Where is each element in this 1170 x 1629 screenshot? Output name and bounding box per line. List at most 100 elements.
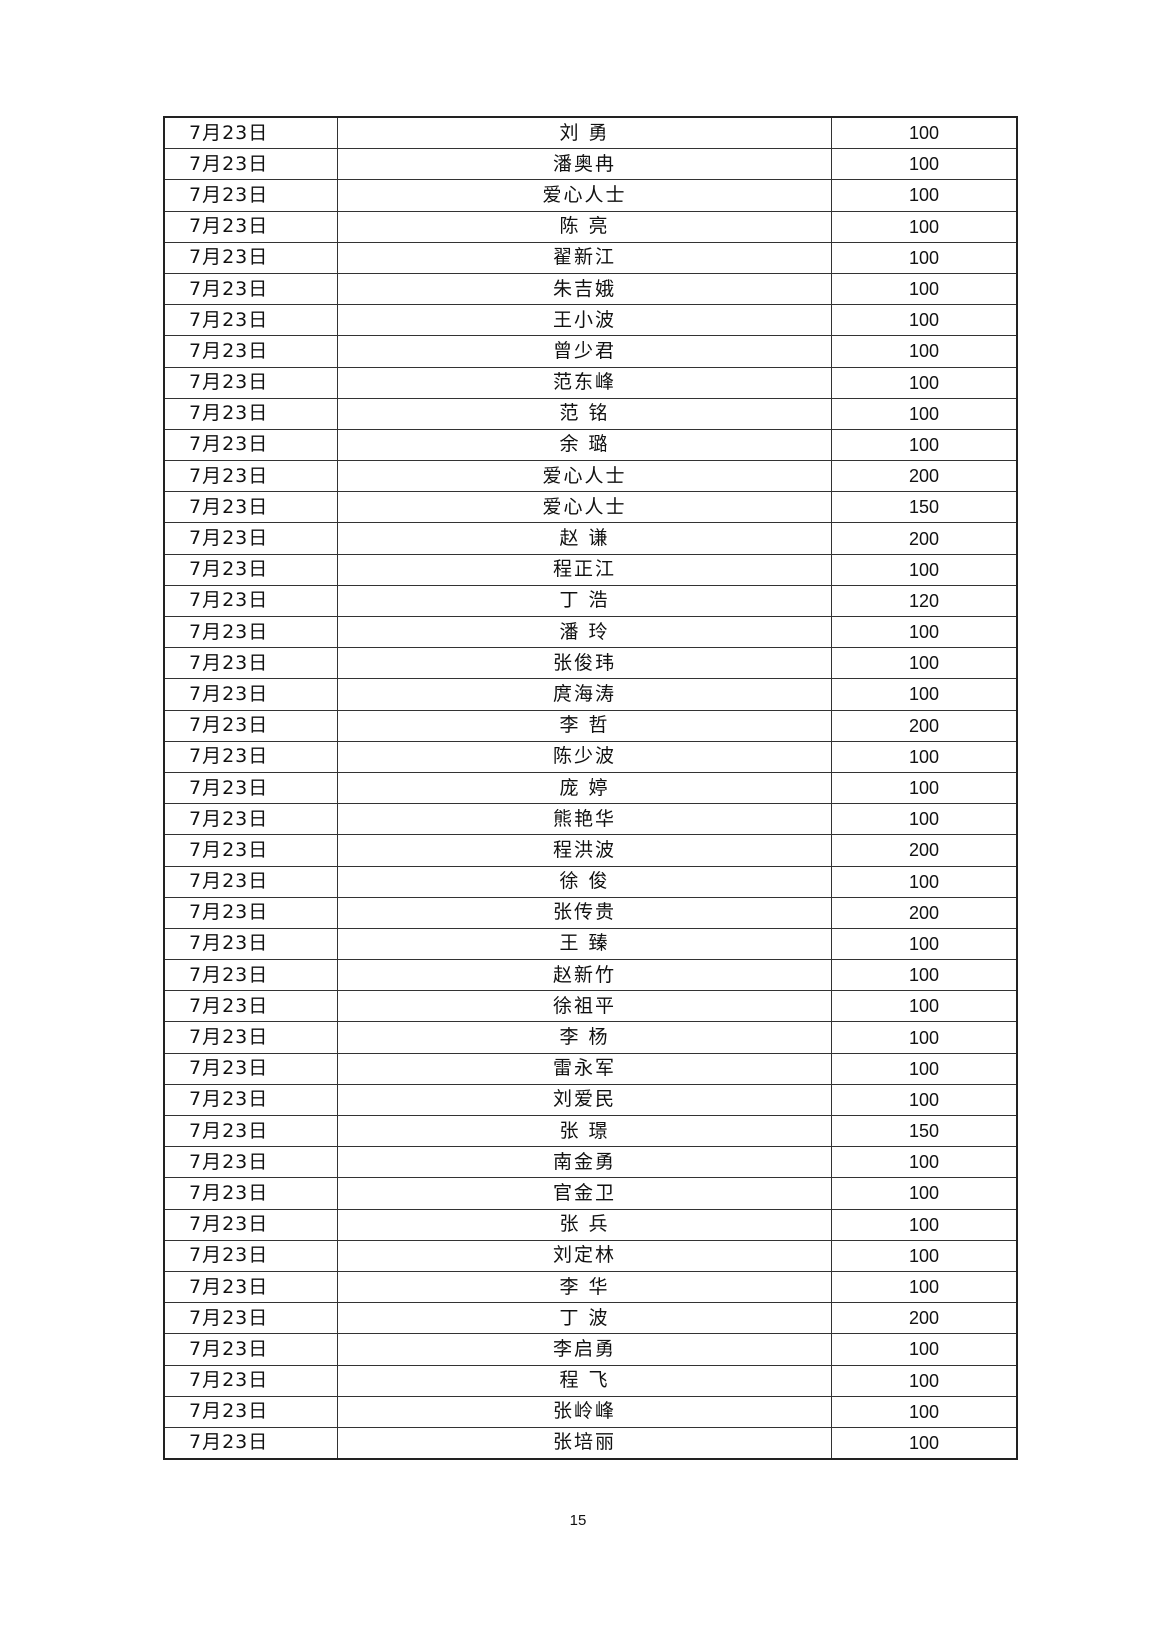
amount-cell: 200 [831, 834, 1018, 867]
amount-cell: 100 [831, 1146, 1018, 1179]
donation-table: 7月23日刘 勇 100 7月23日 潘奥冉 100 7月23日 爱心人士 100 7月23日陈… [163, 116, 1018, 1461]
table-row: 7月23日陈 亮 100 [163, 210, 1018, 243]
name-cell: 庞 婷 [337, 771, 832, 805]
table-row: 7月23日 赵新竹 100 [163, 959, 1018, 992]
name-cell: 赵 谦 [337, 522, 832, 555]
date-cell: 7月23日 [163, 1083, 338, 1117]
date-cell: 7月23日 [163, 990, 338, 1023]
table-row: 7月23日张 璟 150 [163, 1114, 1018, 1148]
date-cell: 7月23日 [163, 1239, 338, 1272]
amount-cell: 100 [831, 1208, 1018, 1241]
table-row: 7月23日 徐祖平 100 [163, 990, 1018, 1023]
name-cell: 余 璐 [337, 428, 832, 462]
date-cell: 7月23日 [163, 615, 338, 649]
date-cell: 7月23日 [163, 1270, 338, 1304]
date-cell: 7月23日 [163, 210, 338, 243]
name-cell: 爱心人士 [337, 460, 832, 493]
name-cell: 陈 亮 [337, 210, 832, 243]
date-cell: 7月23日 [163, 522, 338, 555]
amount-cell: 200 [831, 709, 1018, 742]
name-cell: 张俊玮 [337, 647, 832, 680]
amount-cell: 100 [831, 397, 1018, 430]
name-cell: 李启勇 [337, 1333, 832, 1366]
table-row: 7月23日 雷永军 100 [163, 1052, 1018, 1085]
amount-cell: 100 [831, 241, 1018, 274]
amount-cell: 100 [831, 647, 1018, 680]
table-row: 7月23日 刘爱民 100 [163, 1083, 1018, 1117]
name-cell: 朱吉娥 [337, 272, 832, 306]
name-cell: 张岭峰 [337, 1395, 832, 1428]
name-cell: 范东峰 [337, 366, 832, 399]
name-cell: 王小波 [337, 304, 832, 337]
table-row: 7月23日李 华 100 [163, 1270, 1018, 1304]
amount-cell: 100 [831, 148, 1018, 181]
table-row: 7月23日李 哲 200 [163, 709, 1018, 742]
date-cell: 7月23日 [163, 1146, 338, 1179]
date-cell: 7月23日 [163, 1208, 338, 1241]
name-cell: 翟新江 [337, 241, 832, 274]
amount-cell: 150 [831, 1114, 1018, 1148]
table-row: 7月23日余 璐 100 [163, 428, 1018, 462]
table-row: 7月23日 曾少君 100 [163, 335, 1018, 368]
date-cell: 7月23日 [163, 304, 338, 337]
amount-cell: 100 [831, 1083, 1018, 1117]
date-cell: 7月23日 [163, 1177, 338, 1210]
table-row: 7月23日 爱心人士 100 [163, 179, 1018, 212]
table-row: 7月23日李 杨 100 [163, 1021, 1018, 1054]
amount-cell: 100 [831, 272, 1018, 306]
table-row: 7月23日王 臻 100 [163, 927, 1018, 961]
amount-cell: 100 [831, 1177, 1018, 1210]
table-row: 7月23日 潘奥冉 100 [163, 148, 1018, 181]
name-cell: 程 飞 [337, 1364, 832, 1397]
amount-cell: 100 [831, 1052, 1018, 1085]
table-row: 7月23日 程正江 100 [163, 553, 1018, 586]
table-row: 7月23日刘 勇 100 [163, 116, 1018, 150]
name-cell: 徐祖平 [337, 990, 832, 1023]
amount-cell: 100 [831, 1270, 1018, 1304]
date-cell: 7月23日 [163, 272, 338, 306]
name-cell: 丁 波 [337, 1302, 832, 1335]
name-cell: 张 兵 [337, 1208, 832, 1241]
name-cell: 赵新竹 [337, 959, 832, 992]
date-cell: 7月23日 [163, 397, 338, 430]
table-row: 7月23日丁 浩 120 [163, 584, 1018, 618]
amount-cell: 100 [831, 1239, 1018, 1272]
table-row: 7月23日 李启勇 100 [163, 1333, 1018, 1366]
amount-cell: 100 [831, 771, 1018, 805]
table-row: 7月23日 张俊玮 100 [163, 647, 1018, 680]
name-cell: 陈少波 [337, 740, 832, 773]
table-row: 7月23日 翟新江 100 [163, 241, 1018, 274]
amount-cell: 100 [831, 179, 1018, 212]
table-row: 7月23日 陈少波 100 [163, 740, 1018, 773]
amount-cell: 100 [831, 366, 1018, 399]
date-cell: 7月23日 [163, 460, 338, 493]
date-cell: 7月23日 [163, 1302, 338, 1335]
amount-cell: 100 [831, 210, 1018, 243]
table-row: 7月23日 刘定林 100 [163, 1239, 1018, 1272]
table-row: 7月23日程 飞 100 [163, 1364, 1018, 1397]
date-cell: 7月23日 [163, 927, 338, 961]
date-cell: 7月23日 [163, 1333, 338, 1366]
amount-cell: 100 [831, 865, 1018, 898]
amount-cell: 100 [831, 740, 1018, 773]
date-cell: 7月23日 [163, 959, 338, 992]
name-cell: 张 璟 [337, 1114, 832, 1148]
name-cell: 程正江 [337, 553, 832, 586]
name-cell: 王 臻 [337, 927, 832, 961]
date-cell: 7月23日 [163, 1364, 338, 1397]
name-cell: 刘 勇 [337, 116, 832, 150]
name-cell: 熊艳华 [337, 803, 832, 836]
table-row: 7月23日丁 波 200 [163, 1302, 1018, 1335]
name-cell: 曾少君 [337, 335, 832, 368]
table-row: 7月23日 官金卫 100 [163, 1177, 1018, 1210]
amount-cell: 100 [831, 803, 1018, 836]
name-cell: 刘定林 [337, 1239, 832, 1272]
date-cell: 7月23日 [163, 491, 338, 524]
date-cell: 7月23日 [163, 678, 338, 711]
date-cell: 7月23日 [163, 1021, 338, 1054]
amount-cell: 200 [831, 896, 1018, 929]
table-row: 7月23日徐 俊 100 [163, 865, 1018, 898]
name-cell: 刘爱民 [337, 1083, 832, 1117]
amount-cell: 100 [831, 116, 1018, 150]
table-row: 7月23日 张传贵 200 [163, 896, 1018, 929]
